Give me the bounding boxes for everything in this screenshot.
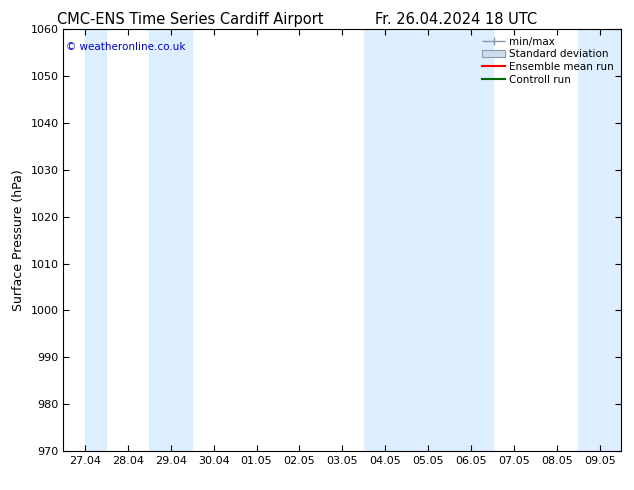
Bar <box>364 29 493 451</box>
Text: Fr. 26.04.2024 18 UTC: Fr. 26.04.2024 18 UTC <box>375 12 538 27</box>
Bar <box>149 29 192 451</box>
Text: © weatheronline.co.uk: © weatheronline.co.uk <box>66 42 186 52</box>
Text: CMC-ENS Time Series Cardiff Airport: CMC-ENS Time Series Cardiff Airport <box>57 12 323 27</box>
Bar <box>85 29 107 451</box>
Bar <box>578 29 634 451</box>
Legend: min/max, Standard deviation, Ensemble mean run, Controll run: min/max, Standard deviation, Ensemble me… <box>480 35 616 87</box>
Y-axis label: Surface Pressure (hPa): Surface Pressure (hPa) <box>12 169 25 311</box>
